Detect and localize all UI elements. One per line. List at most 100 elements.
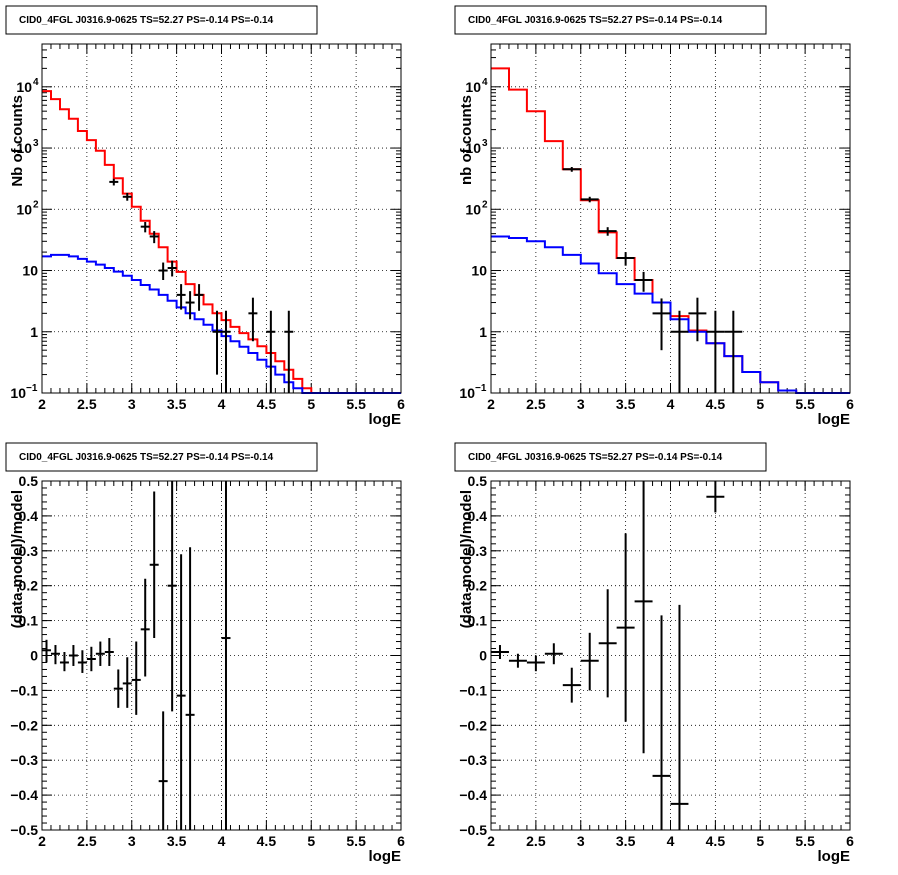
y-tick-label: 10 [465,201,481,217]
data-point [194,284,204,311]
x-tick-label: 3 [128,833,136,849]
y-tick-exponent: 2 [482,199,488,210]
y-tick-label: 1 [30,324,38,340]
x-tick-label: 2 [38,833,46,849]
y-tick-label: 1 [479,324,487,340]
data-point [167,260,177,277]
plot-frame [41,43,402,394]
plot-frame [490,43,851,394]
y-tick-exponent: 4 [33,77,39,88]
x-tick-label: 3.5 [616,833,636,849]
data-point [185,547,195,830]
data-point [42,639,51,663]
data-point [50,645,60,665]
data-point [580,632,599,691]
data-point [104,638,114,666]
data-point [688,297,707,342]
x-tick-label: 3 [128,396,136,412]
data-point [86,646,96,672]
y-tick-label: 10 [16,79,32,95]
x-tick-label: 2 [487,396,495,412]
y-tick-label: 10 [465,140,481,156]
plot-frame [41,480,402,831]
data-point [266,310,276,393]
data-point [724,310,743,393]
data-point [68,645,78,666]
data-point [508,653,527,668]
data-point [248,297,258,342]
data-point [670,604,689,830]
plot-frame [490,480,851,831]
y-tick-label: −0.1 [459,682,487,698]
chart-panel-4: CID0_4FGL J0316.9-0625 TS=52.27 PS=-0.14… [454,442,854,865]
data-point [176,284,186,310]
y-tick-label: −0.3 [10,752,38,768]
data-point [634,271,653,292]
data-point [526,655,545,672]
chart-title: CID0_4FGL J0316.9-0625 TS=52.27 PS=-0.14… [468,15,723,26]
y-axis-label: (data-model)/model [458,490,475,628]
data-point [113,669,123,708]
y-tick-label: 0.5 [19,473,39,489]
x-tick-label: 4 [667,833,675,849]
data-point [122,192,132,201]
x-tick-label: 3.5 [167,396,187,412]
x-tick-label: 2 [487,833,495,849]
x-tick-label: 3 [577,833,585,849]
data-point [140,221,150,233]
y-tick-label: 10 [465,79,481,95]
y-axis-label: (data-model)/model [9,490,26,628]
data-point [158,711,168,830]
data-point [616,533,635,722]
chart-panel-1: CID0_4FGL J0316.9-0625 TS=52.27 PS=-0.14… [5,5,405,428]
y-tick-label: −0.5 [10,822,38,838]
y-tick-label: −0.2 [10,717,38,733]
data-point [706,481,725,513]
y-tick-label: −0.4 [10,787,38,803]
data-point [131,641,141,715]
data-point [580,196,599,203]
x-tick-label: 2.5 [526,833,546,849]
y-tick-label: −0.2 [459,717,487,733]
y-tick-label: 10 [471,263,487,279]
y-tick-label: 0.4 [19,508,39,524]
data-point [140,578,150,677]
x-tick-label: 2.5 [77,833,97,849]
data-point [158,262,168,281]
y-tick-exponent: −1 [26,383,38,394]
title-box [454,5,767,35]
data-point [544,643,563,665]
data-point [221,481,231,830]
y-tick-label: 0.4 [468,508,488,524]
title-box [5,5,318,35]
chart-title: CID0_4FGL J0316.9-0625 TS=52.27 PS=-0.14… [19,452,274,463]
y-tick-label: −0.3 [459,752,487,768]
title-box [5,442,318,472]
data-point [185,291,195,320]
y-tick-label: −0.1 [10,682,38,698]
x-tick-label: 4.5 [706,396,726,412]
x-tick-label: 5 [307,396,315,412]
data-point [167,481,177,712]
x-tick-label: 4 [218,396,226,412]
x-tick-label: 6 [846,833,854,849]
model-component-line [491,235,850,394]
chart-panel-2: CID0_4FGL J0316.9-0625 TS=52.27 PS=-0.14… [454,5,854,428]
y-tick-label: 0.1 [468,613,488,629]
x-tick-label: 3.5 [167,833,187,849]
x-axis-label: logE [818,411,851,428]
x-tick-label: 6 [846,396,854,412]
y-tick-exponent: 2 [33,199,39,210]
x-tick-label: 4.5 [706,833,726,849]
x-tick-label: 5 [307,833,315,849]
y-tick-exponent: −1 [475,383,487,394]
data-point [562,667,581,703]
y-tick-exponent: 3 [33,138,39,149]
x-tick-label: 4.5 [257,396,277,412]
y-tick-label: 0.2 [19,578,39,594]
data-point [616,252,635,266]
x-tick-label: 2.5 [526,396,546,412]
y-tick-label: 0.5 [468,473,488,489]
data-point [706,310,725,393]
